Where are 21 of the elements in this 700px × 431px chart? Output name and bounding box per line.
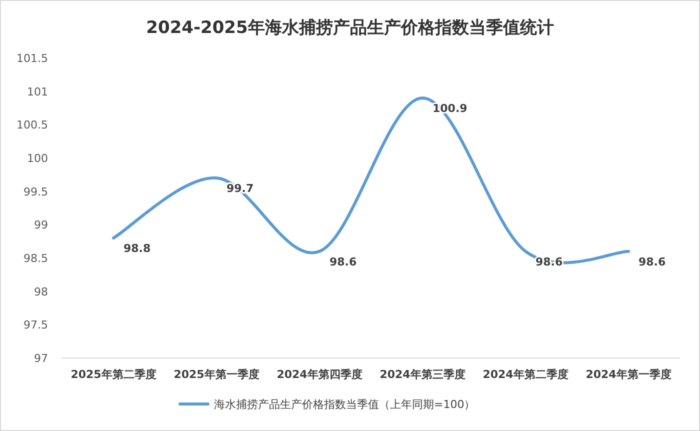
x-tick-label: 2025年第二季度 — [70, 368, 156, 381]
chart-title: 2024-2025年海水捕捞产品生产价格指数当季值统计 — [146, 18, 554, 38]
y-tick-label: 99.5 — [24, 185, 48, 198]
y-tick-label: 98.5 — [24, 252, 48, 265]
x-tick-label: 2025年第一季度 — [174, 368, 260, 381]
y-tick-label: 97 — [34, 352, 48, 365]
x-tick-label: 2024年第一季度 — [586, 368, 672, 381]
x-tick-label: 2024年第四季度 — [276, 368, 362, 381]
legend-label: 海水捕捞产品生产价格指数当季值（上年同期=100） — [214, 398, 476, 411]
y-tick-label: 97.5 — [24, 318, 48, 332]
y-tick-label: 101.5 — [16, 52, 48, 65]
data-label: 98.8 — [124, 242, 151, 255]
y-tick-label: 99 — [34, 218, 48, 232]
x-tick-label: 2024年第三季度 — [380, 368, 466, 381]
y-tick-label: 98 — [34, 285, 48, 298]
y-tick-label: 101 — [27, 85, 48, 98]
y-tick-label: 100.5 — [16, 118, 48, 132]
x-tick-label: 2024年第二季度 — [482, 368, 568, 381]
y-tick-label: 100 — [27, 152, 48, 165]
data-label: 98.6 — [330, 255, 357, 268]
data-label: 98.6 — [638, 255, 666, 268]
